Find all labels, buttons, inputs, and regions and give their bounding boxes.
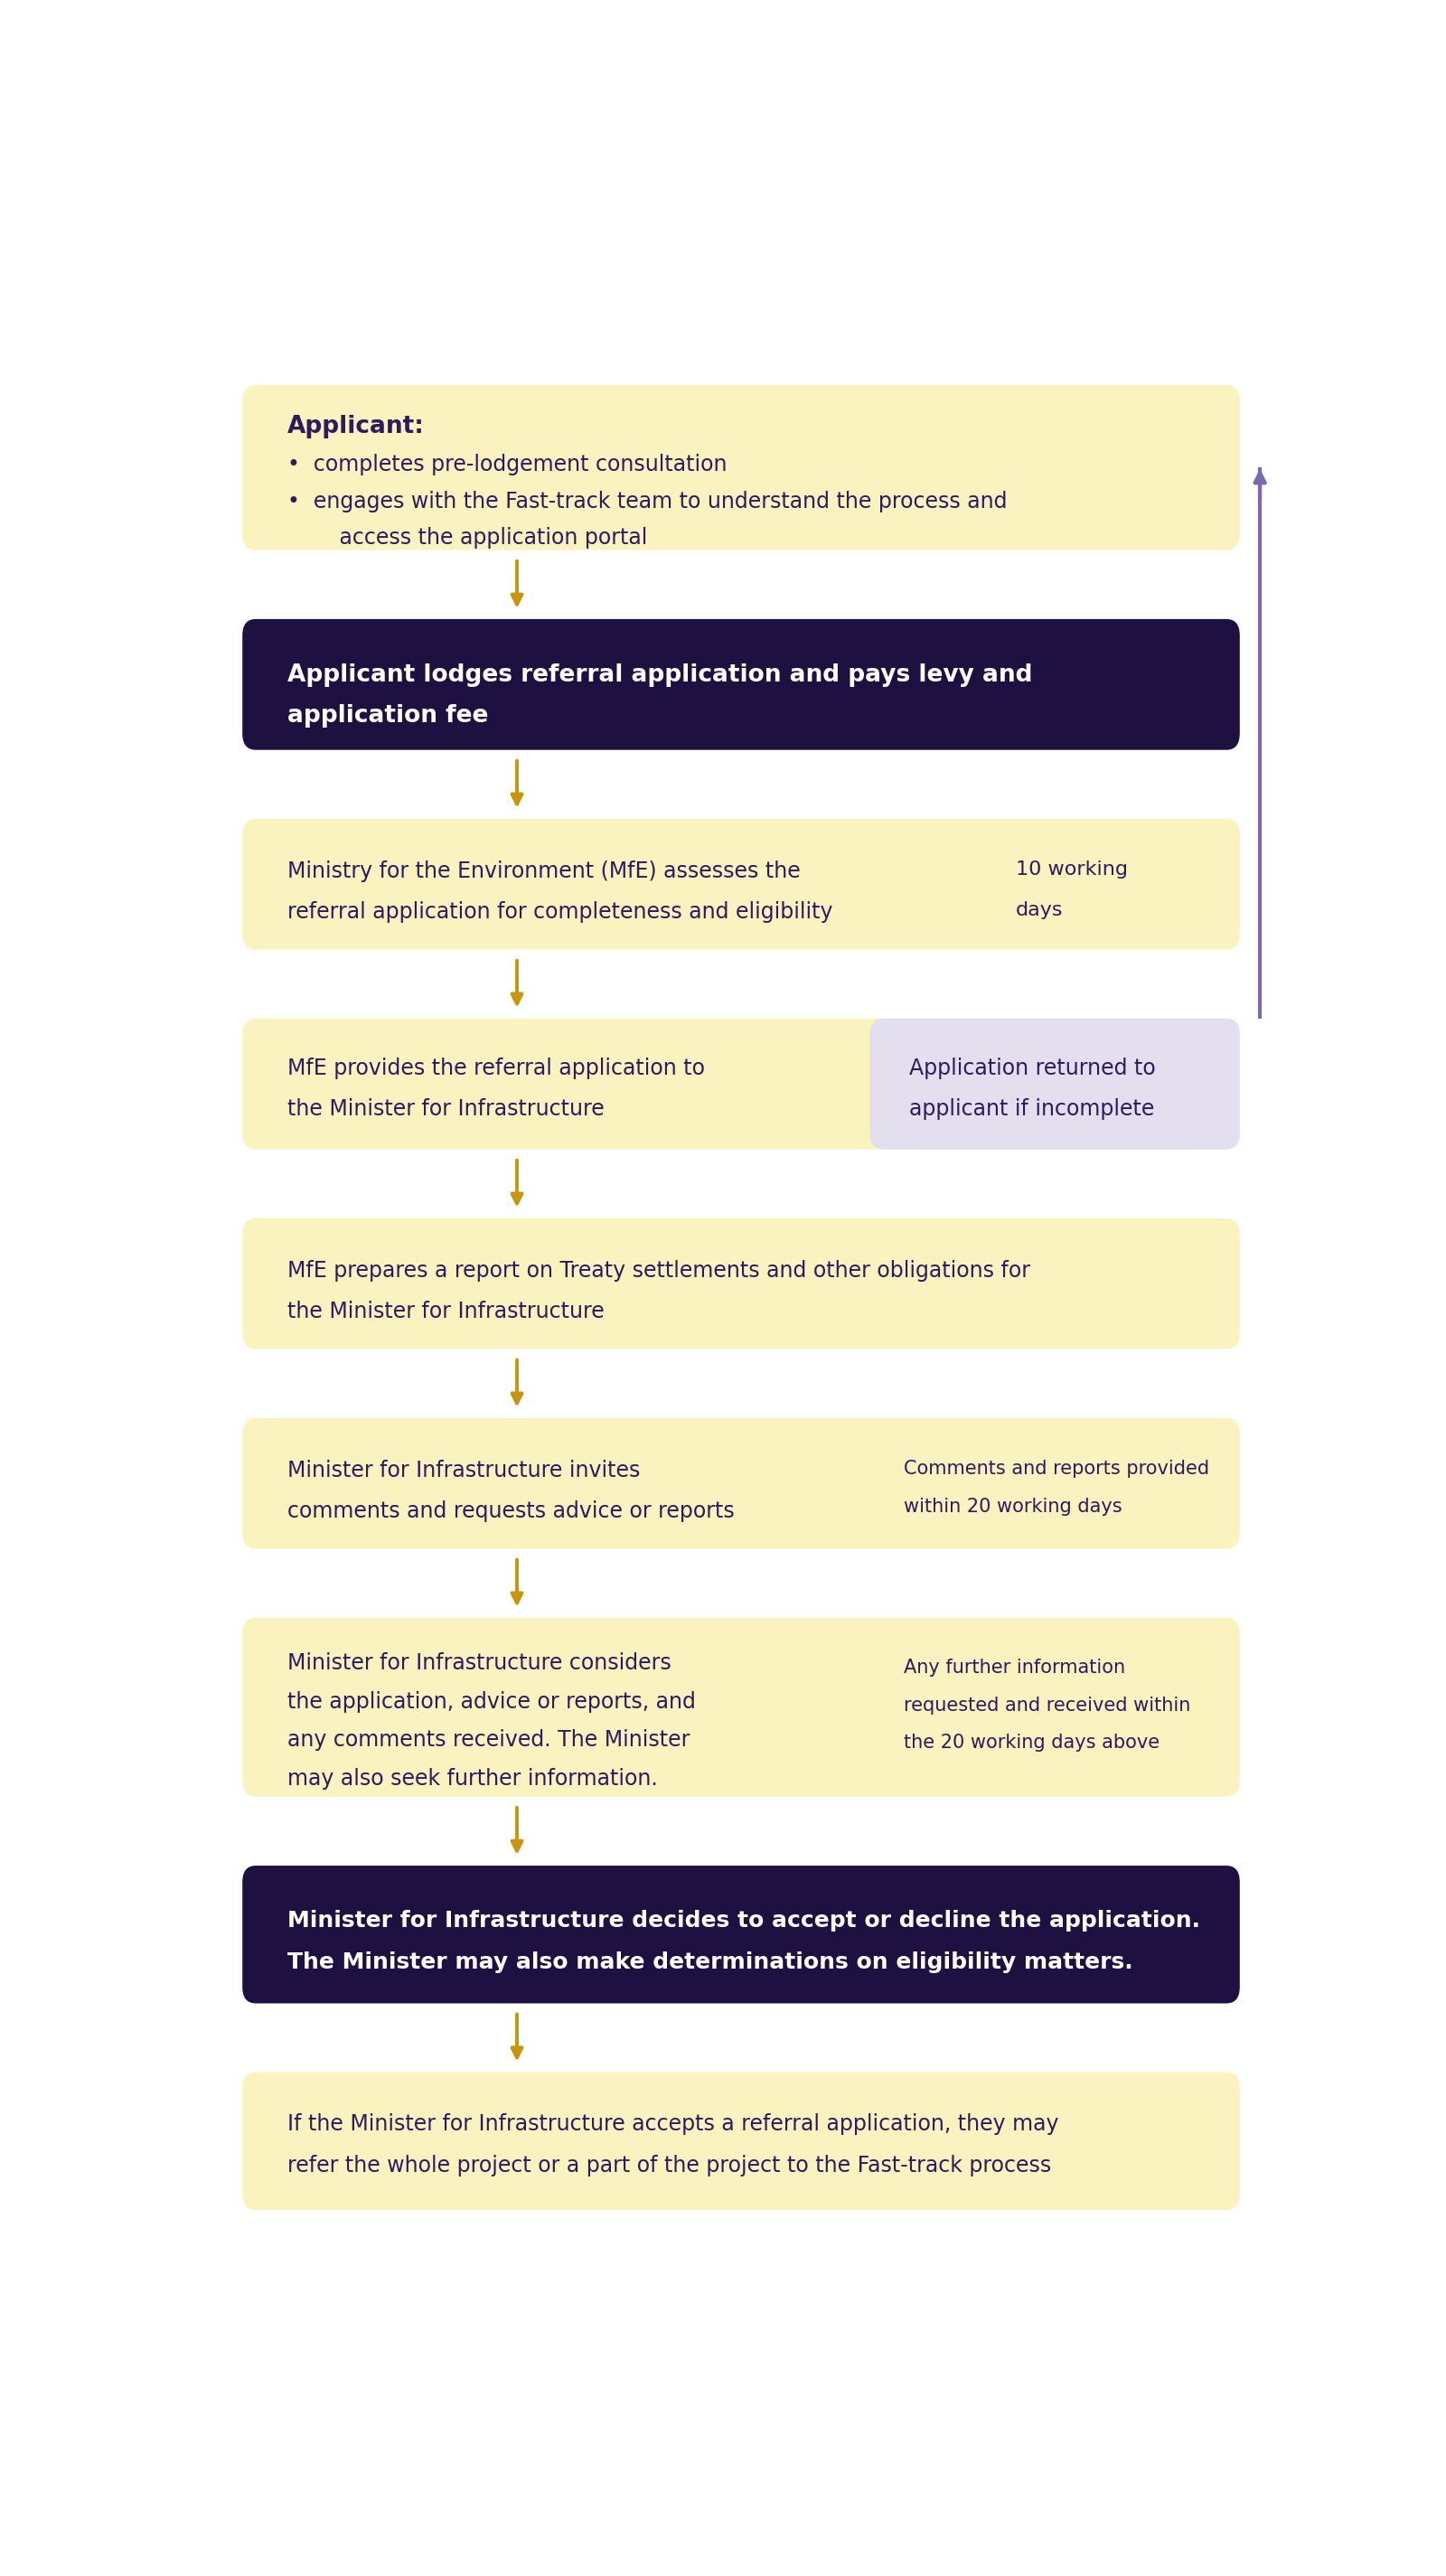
FancyBboxPatch shape — [243, 1018, 1239, 1149]
Text: 10 working: 10 working — [1015, 860, 1128, 878]
Text: any comments received. The Minister: any comments received. The Minister — [288, 1728, 690, 1752]
Text: •  engages with the Fast-track team to understand the process and: • engages with the Fast-track team to un… — [288, 492, 1006, 513]
Text: Comments and reports provided: Comments and reports provided — [904, 1458, 1209, 1479]
Text: the Minister for Infrastructure: the Minister for Infrastructure — [288, 1301, 604, 1321]
Text: •  completes pre-lodgement consultation: • completes pre-lodgement consultation — [288, 453, 727, 477]
Text: MfE provides the referral application to: MfE provides the referral application to — [288, 1056, 704, 1079]
Text: application fee: application fee — [288, 703, 489, 729]
Text: applicant if incomplete: applicant if incomplete — [910, 1097, 1154, 1121]
FancyBboxPatch shape — [243, 1218, 1239, 1350]
Text: Any further information: Any further information — [904, 1659, 1125, 1677]
Text: may also seek further information.: may also seek further information. — [288, 1767, 658, 1790]
FancyBboxPatch shape — [243, 1865, 1239, 2004]
Text: the Minister for Infrastructure: the Minister for Infrastructure — [288, 1097, 604, 1121]
Text: days: days — [1015, 902, 1063, 920]
Text: comments and requests advice or reports: comments and requests advice or reports — [288, 1502, 735, 1522]
FancyBboxPatch shape — [243, 819, 1239, 951]
FancyBboxPatch shape — [870, 1018, 1239, 1149]
Text: the 20 working days above: the 20 working days above — [904, 1734, 1160, 1752]
Text: The Minister may also make determinations on eligibility matters.: The Minister may also make determination… — [288, 1950, 1132, 1973]
Text: requested and received within: requested and received within — [904, 1695, 1190, 1713]
Text: Applicant:: Applicant: — [288, 415, 425, 438]
Text: Minister for Infrastructure considers: Minister for Infrastructure considers — [288, 1651, 671, 1674]
FancyBboxPatch shape — [243, 618, 1239, 750]
Text: Minister for Infrastructure decides to accept or decline the application.: Minister for Infrastructure decides to a… — [288, 1909, 1200, 1932]
Text: Minister for Infrastructure invites: Minister for Infrastructure invites — [288, 1458, 641, 1481]
Text: If the Minister for Infrastructure accepts a referral application, they may: If the Minister for Infrastructure accep… — [288, 2112, 1058, 2136]
Text: Applicant lodges referral application and pays levy and: Applicant lodges referral application an… — [288, 662, 1032, 688]
Text: refer the whole project or a part of the project to the Fast-track process: refer the whole project or a part of the… — [288, 2156, 1051, 2177]
Text: referral application for completeness and eligibility: referral application for completeness an… — [288, 902, 833, 922]
FancyBboxPatch shape — [243, 2071, 1239, 2210]
Text: access the application portal: access the application portal — [318, 526, 646, 549]
Text: MfE prepares a report on Treaty settlements and other obligations for: MfE prepares a report on Treaty settleme… — [288, 1260, 1030, 1280]
FancyBboxPatch shape — [243, 384, 1239, 551]
Text: the application, advice or reports, and: the application, advice or reports, and — [288, 1690, 696, 1713]
Text: within 20 working days: within 20 working days — [904, 1497, 1122, 1515]
FancyBboxPatch shape — [243, 1417, 1239, 1548]
Text: Application returned to: Application returned to — [910, 1056, 1155, 1079]
FancyBboxPatch shape — [243, 1618, 1239, 1798]
Text: Ministry for the Environment (MfE) assesses the: Ministry for the Environment (MfE) asses… — [288, 860, 800, 881]
